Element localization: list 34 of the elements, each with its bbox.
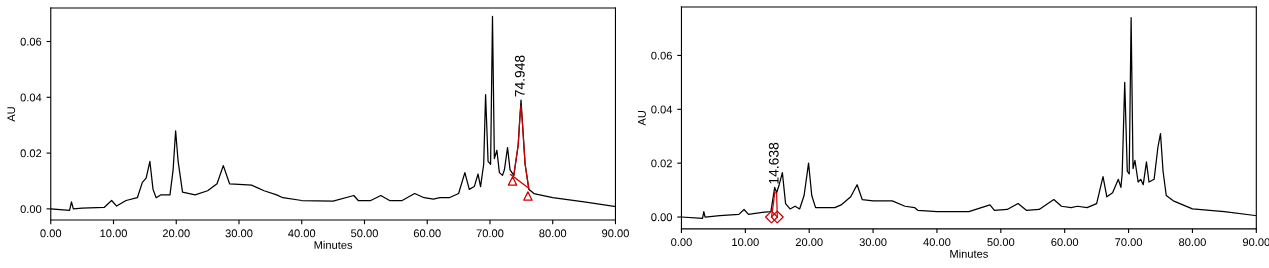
y-tick-label: 0.04 [20,93,42,102]
x-tick-label: 10.00 [732,238,759,247]
y-tick-label: 0.06 [20,37,42,46]
y-axis-title: AU [7,107,16,122]
x-tick-label: 20.00 [162,229,190,238]
x-tick-label: 0.00 [40,229,62,238]
x-tick-label: 30.00 [859,238,887,247]
y-tick-label: 0.04 [651,105,673,114]
y-tick-label: 0.02 [651,159,672,168]
x-tick-label: 70.00 [476,229,504,238]
x-tick-label: 40.00 [288,229,316,238]
annotation: 74.948 [514,55,525,97]
x-axis-title: Minutes [314,240,353,249]
annotation: 14.638 [768,142,779,184]
y-tick-label: 0.02 [20,149,42,158]
x-tick-label: 10.00 [100,229,127,238]
x-tick-label: 20.00 [795,238,823,247]
x-tick-label: 60.00 [1051,238,1079,247]
x-tick-label: 50.00 [987,238,1015,247]
x-tick-label: 0.00 [671,238,692,247]
y-tick-label: 0.06 [651,51,672,60]
x-tick-label: 80.00 [1179,238,1206,247]
x-tick-label: 30.00 [225,229,253,238]
x-tick-label: 80.00 [539,229,567,238]
y-tick-label: 0.00 [20,205,42,214]
x-tick-label: 50.00 [351,229,378,238]
x-axis-title: Minutes [950,249,988,258]
y-tick-label: 0.00 [651,213,672,222]
x-tick-label: 90.00 [1242,238,1269,247]
x-tick-label: 70.00 [1115,238,1143,247]
x-tick-label: 40.00 [923,238,951,247]
y-axis-title: AU [638,111,646,126]
x-tick-label: 90.00 [602,229,629,238]
x-tick-label: 60.00 [413,229,441,238]
